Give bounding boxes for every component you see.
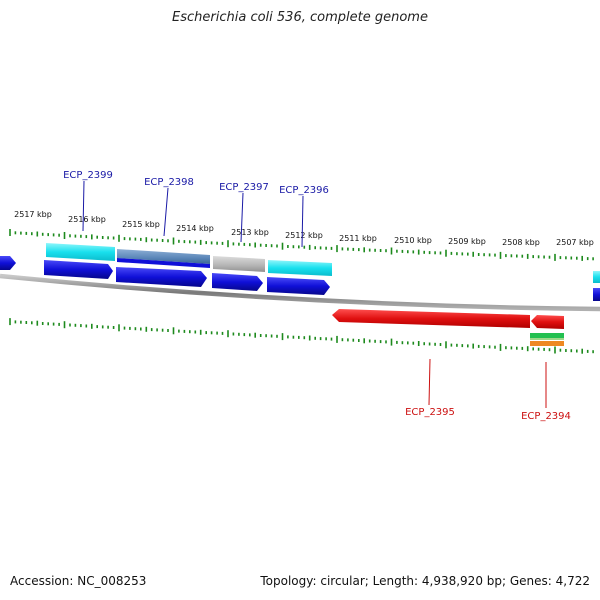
feature-ecp2396[interactable] — [268, 260, 332, 276]
gene-label-ecp2397[interactable]: ECP_2397 — [219, 182, 269, 193]
feature-green[interactable] — [530, 333, 564, 338]
gene-label-ecp2398[interactable]: ECP_2398 — [144, 177, 194, 188]
gene-arrow-ecp2394[interactable] — [531, 315, 564, 329]
genome-summary-text: Topology: circular; Length: 4,938,920 bp… — [260, 574, 590, 588]
gene-arrow-ecp2396[interactable] — [267, 277, 330, 295]
gene-labels: ECP_2399 ECP_2398 ECP_2397 ECP_2396 ECP_… — [63, 170, 571, 422]
gene-label-ecp2394[interactable]: ECP_2394 — [521, 411, 571, 422]
forward-genes — [0, 256, 600, 301]
ruler-label: 2513 kbp — [231, 228, 269, 237]
ruler-label: 2508 kbp — [502, 238, 540, 247]
ruler-label: 2510 kbp — [394, 236, 432, 245]
gene-arrow-ecp2398[interactable] — [116, 267, 207, 287]
feature-edge-cyan — [593, 271, 600, 283]
gene-arrow-offscreen-right[interactable] — [593, 288, 600, 301]
label-leaders — [82, 180, 547, 408]
feature-ecp2399[interactable] — [46, 243, 115, 261]
inner-tick-ring — [9, 318, 594, 354]
outer-tick-ring — [9, 229, 594, 261]
ruler-labels: 2517 kbp 2516 kbp 2515 kbp 2514 kbp 2513… — [14, 210, 594, 247]
gene-arrow-ecp2399[interactable] — [44, 260, 113, 279]
gene-arrow-ecp2397[interactable] — [212, 273, 263, 291]
feature-green-light — [530, 338, 564, 340]
gene-label-ecp2399[interactable]: ECP_2399 — [63, 170, 113, 181]
gene-label-ecp2395[interactable]: ECP_2395 — [405, 407, 455, 418]
ruler-label: 2507 kbp — [556, 238, 594, 247]
accession-text: Accession: NC_008253 — [10, 574, 147, 588]
feature-row-inner — [530, 333, 564, 346]
genome-backbone — [0, 273, 600, 312]
ruler-label: 2509 kbp — [448, 237, 486, 246]
feature-ecp2398-band — [117, 258, 210, 268]
gene-arrow-offscreen-left[interactable] — [0, 256, 16, 270]
ruler-label: 2517 kbp — [14, 210, 52, 219]
gene-label-ecp2396[interactable]: ECP_2396 — [279, 185, 329, 196]
ruler-label: 2514 kbp — [176, 224, 214, 233]
ruler-label: 2516 kbp — [68, 215, 106, 224]
feature-row-outer — [46, 243, 600, 283]
feature-ecp2397[interactable] — [213, 256, 265, 272]
ruler-label: 2512 kbp — [285, 231, 323, 240]
reverse-genes — [332, 309, 564, 329]
ruler-label: 2515 kbp — [122, 220, 160, 229]
ruler-label: 2511 kbp — [339, 234, 377, 243]
gene-arrow-ecp2395[interactable] — [332, 309, 530, 328]
feature-ecp2398[interactable] — [117, 249, 210, 264]
feature-orange[interactable] — [530, 341, 564, 346]
page-title: Escherichia coli 536, complete genome — [172, 10, 428, 25]
